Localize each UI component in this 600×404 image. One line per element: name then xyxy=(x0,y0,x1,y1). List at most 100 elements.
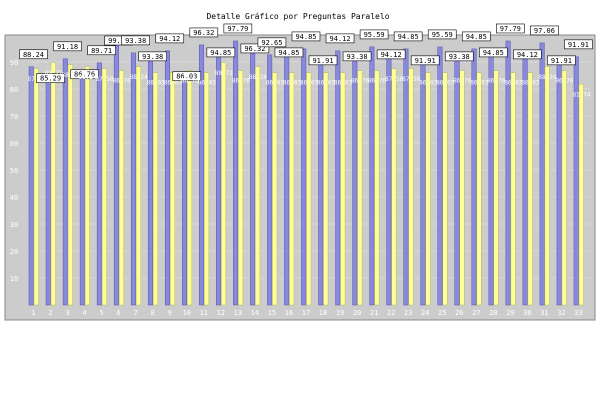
data-label: 91.91 xyxy=(568,41,589,49)
data-label-series-2: 86.76 xyxy=(368,78,386,85)
bar-series-1 xyxy=(233,40,239,306)
data-label-series-2: 86.76 xyxy=(113,78,131,85)
data-label-series-2: 86.03 xyxy=(419,80,437,87)
bar-series-2 xyxy=(33,68,39,306)
data-label-series-2: 86.03 xyxy=(300,80,318,87)
x-tick-label: 11 xyxy=(200,309,208,317)
bar-series-2 xyxy=(221,62,227,306)
x-tick-label: 20 xyxy=(353,309,361,317)
data-label-series-2: 88.24 xyxy=(249,74,267,81)
x-tick-label: 4 xyxy=(82,309,86,317)
bar-series-1 xyxy=(79,70,85,306)
data-label-box xyxy=(155,33,185,44)
bar-series-1 xyxy=(471,48,477,306)
data-label-series-2: 89.71 xyxy=(44,70,62,77)
data-label-box xyxy=(36,73,65,84)
bar-series-2 xyxy=(187,70,193,306)
data-label-series-2: 86.76 xyxy=(453,78,471,85)
data-label-box xyxy=(223,23,253,34)
data-label-box xyxy=(172,71,202,82)
bar-series-2 xyxy=(544,66,550,306)
data-label: 94.85 xyxy=(466,33,487,41)
data-label-box xyxy=(410,55,440,66)
x-tick-label: 23 xyxy=(404,309,412,317)
bar-series-2 xyxy=(476,72,482,306)
x-tick-label: 17 xyxy=(302,309,310,317)
data-label: 85.29 xyxy=(40,75,61,83)
x-tick-label: 3 xyxy=(65,309,69,317)
data-label-series-2: 86.03 xyxy=(504,80,522,87)
bar-series-2 xyxy=(578,84,584,306)
bar-series-2 xyxy=(425,72,431,306)
bar-series-1 xyxy=(301,48,307,306)
bar-series-2 xyxy=(118,70,124,306)
data-label-box xyxy=(206,47,236,58)
data-label: 94.85 xyxy=(278,49,299,57)
bar-series-2 xyxy=(357,70,363,306)
y-tick-label: 60 xyxy=(10,140,18,148)
chart-title: Detalle Gráfico por Preguntas Paralelo xyxy=(206,12,389,21)
data-label-series-2: 86.03 xyxy=(334,80,352,87)
bar-series-1 xyxy=(352,52,358,306)
data-label: 97.79 xyxy=(227,25,248,33)
bar-series-1 xyxy=(573,56,579,306)
data-label-box xyxy=(530,25,559,36)
data-label: 94.85 xyxy=(398,33,419,41)
bar-series-1 xyxy=(182,72,188,306)
bar-series-2 xyxy=(272,72,278,306)
data-label-box xyxy=(138,51,168,62)
x-tick-label: 9 xyxy=(168,309,172,317)
bar-series-1 xyxy=(420,56,426,306)
x-tick-label: 30 xyxy=(523,309,531,317)
y-tick-label: 70 xyxy=(10,113,18,121)
bar-series-2 xyxy=(101,68,107,306)
bar-series-2 xyxy=(391,68,397,306)
data-label-series-2: 86.03 xyxy=(283,80,301,87)
x-tick-label: 31 xyxy=(540,309,548,317)
bar-series-2 xyxy=(442,72,448,306)
bar-series-1 xyxy=(539,42,545,306)
data-label-box xyxy=(53,41,82,52)
bar-series-1 xyxy=(386,50,392,306)
bar-series-1 xyxy=(556,56,562,306)
data-label: 94.12 xyxy=(517,51,538,59)
bar-series-1 xyxy=(250,44,256,306)
data-label-box xyxy=(274,47,304,58)
data-label: 91.18 xyxy=(57,43,78,51)
bar-series-1 xyxy=(130,52,136,306)
data-label-box xyxy=(427,29,457,40)
data-label: 91.91 xyxy=(551,57,572,65)
data-label: 94.85 xyxy=(210,49,231,57)
x-tick-label: 10 xyxy=(183,309,191,317)
data-label-series-2: 89.71 xyxy=(215,70,233,77)
data-label-series-2: 87.50 xyxy=(402,76,420,83)
data-label-series-2: 88.24 xyxy=(538,74,556,81)
bar-series-2 xyxy=(459,70,465,306)
data-label: 95.59 xyxy=(364,31,385,39)
x-tick-label: 19 xyxy=(336,309,344,317)
data-label: 88.24 xyxy=(23,51,44,59)
x-tick-label: 5 xyxy=(100,309,104,317)
data-label: 91.91 xyxy=(312,57,333,65)
data-label: 94.12 xyxy=(330,35,351,43)
data-label-box xyxy=(564,39,593,50)
data-label-series-2: 86.03 xyxy=(436,80,454,87)
bars xyxy=(28,36,584,306)
data-label: 89.71 xyxy=(91,47,112,55)
y-tick-label: 50 xyxy=(10,167,18,175)
bar-series-2 xyxy=(67,64,73,306)
x-tick-label: 7 xyxy=(134,309,138,317)
bar-series-2 xyxy=(408,68,414,306)
data-label-series-2: 86.03 xyxy=(266,80,284,87)
bar-series-2 xyxy=(493,70,499,306)
data-label-series-2: 87.50 xyxy=(385,76,403,83)
data-label: 97.06 xyxy=(534,27,555,35)
data-label-series-2: 86.03 xyxy=(147,80,165,87)
bar-series-1 xyxy=(403,48,409,306)
x-tick-label: 27 xyxy=(472,309,480,317)
x-tick-label: 32 xyxy=(557,309,565,317)
x-tick-label: 15 xyxy=(268,309,276,317)
bar-series-2 xyxy=(50,62,56,306)
